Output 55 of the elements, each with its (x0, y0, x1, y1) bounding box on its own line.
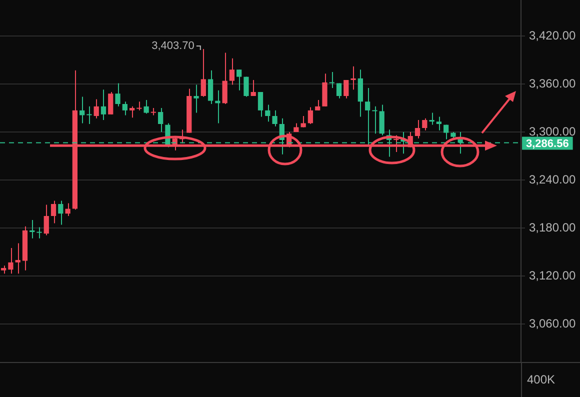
candlestick (86, 106, 92, 124)
candlestick (372, 106, 378, 134)
candlestick (122, 101, 128, 116)
candlestick (36, 226, 42, 239)
candlestick (244, 76, 249, 98)
candlestick (15, 242, 20, 274)
y-tick-label: 3,300.00 (529, 124, 576, 138)
candlestick (144, 100, 149, 114)
y-tick-label: 3,420.00 (529, 28, 576, 42)
candlestick (58, 200, 64, 226)
candlestick (94, 98, 99, 119)
candlestick (129, 106, 135, 118)
candlestick (229, 58, 235, 86)
candlestick (414, 120, 420, 139)
candlestick (30, 220, 35, 239)
candlestick (236, 69, 242, 91)
candlestick (100, 89, 106, 120)
candlestick (315, 100, 320, 111)
annotation: 3,403.70 (152, 40, 194, 52)
y-tick-label: 3,060.00 (529, 316, 576, 330)
candlestick (44, 204, 49, 236)
y-tick-label: 3,120.00 (529, 268, 576, 282)
candlestick (194, 84, 199, 114)
candlestick (136, 101, 142, 111)
candlestick (265, 104, 270, 122)
candlestick (80, 96, 85, 124)
candlestick (108, 92, 114, 115)
candlestick (8, 248, 14, 274)
candlestick (350, 66, 356, 90)
candlestick (158, 108, 164, 132)
candlestick (258, 92, 264, 118)
candlestick (422, 118, 428, 131)
ref-line-label: 3,286.56 (526, 138, 569, 150)
candlestick (336, 82, 342, 99)
text: 400K (527, 372, 556, 386)
candlestick (250, 80, 256, 96)
y-tick-label: 3,180.00 (529, 220, 576, 234)
y-tick-label: 3,240.00 (529, 172, 576, 186)
candlestick (443, 124, 449, 140)
candlestick (222, 52, 228, 104)
candlestick (115, 82, 120, 107)
candlestick (322, 73, 328, 107)
candlestick (200, 48, 206, 98)
candlestick (358, 69, 363, 118)
candlestick (50, 200, 56, 224)
candlestick (65, 202, 70, 216)
candlestick (379, 104, 384, 136)
candlestick (436, 116, 442, 131)
candlestick (429, 112, 434, 126)
candlestick (208, 70, 214, 104)
candlestick (272, 110, 278, 127)
candlestick (308, 106, 314, 124)
y-tick-label: 3,360.00 (529, 76, 576, 90)
candlestick (344, 80, 349, 99)
candlestick (329, 72, 334, 88)
